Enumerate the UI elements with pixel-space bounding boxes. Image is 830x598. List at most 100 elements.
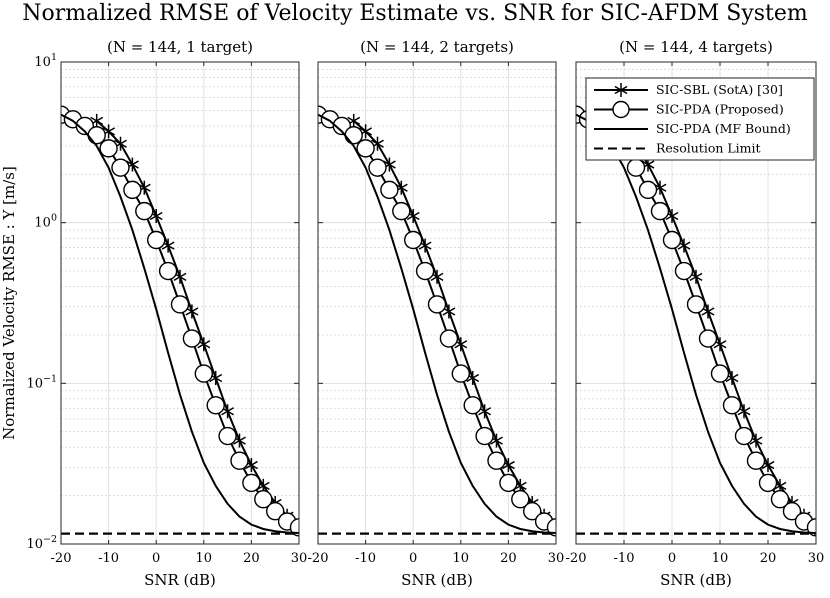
x-tick-label: -20 [566, 551, 587, 566]
series-line [318, 113, 556, 529]
data-point-circle [368, 158, 387, 177]
x-axis-label: SNR (dB) [144, 571, 216, 589]
chart-panel-2: -20 -10 0 10 20 30 (N = 144, 2 targets) SNR (dB… [308, 38, 565, 589]
data-point-circle [415, 261, 435, 281]
x-tick-label: 10 [712, 551, 729, 566]
data-point-circle [734, 426, 754, 446]
data-point-circle [698, 329, 718, 348]
data-point-circle [254, 490, 273, 509]
data-point-circle [123, 180, 142, 200]
data-point-circle [722, 396, 742, 415]
x-tick-label: 0 [152, 551, 160, 566]
x-tick-label: -10 [98, 551, 119, 566]
data-point-circle [475, 426, 494, 446]
data-point-circle [392, 201, 411, 221]
data-point-circle [230, 451, 249, 470]
data-point-circle [146, 230, 166, 250]
data-point-circle [427, 295, 447, 314]
x-axis-label: SNR (dB) [401, 571, 473, 589]
chart-panel-3: -20 -10 0 10 20 30 (N = 144, 4 targets) SNR (dB… [566, 38, 825, 589]
data-point-circle [266, 502, 285, 521]
x-tick-label: 20 [500, 551, 517, 566]
x-axis-label: SNR (dB) [660, 571, 732, 589]
data-point-circle [170, 295, 190, 314]
figure-title: Normalized RMSE of Velocity Estimate vs.… [22, 1, 808, 26]
x-tick-label: 20 [243, 551, 260, 566]
x-tick-label: 30 [808, 551, 825, 566]
data-point-circle [499, 473, 518, 493]
data-point-circle [87, 126, 106, 145]
data-point-circle [206, 396, 225, 415]
x-tick-label: 0 [668, 551, 676, 566]
series-line [576, 113, 816, 535]
legend-entry: SIC-SBL (SotA) [30] [594, 82, 783, 97]
data-point-circle [806, 518, 816, 537]
legend-entry: Resolution Limit [594, 141, 761, 156]
y-tick-label: 100 [34, 213, 57, 231]
panel-title: (N = 144, 4 targets) [619, 38, 773, 56]
data-point-circle [638, 180, 658, 200]
chart-panel-1: -20 -10 0 10 20 30 10−2 10−1 100 101 (N = 144, 1 t… [26, 38, 307, 589]
data-point-circle [356, 139, 375, 158]
axes-frame [575, 61, 817, 545]
data-point-circle [111, 158, 130, 177]
data-point-circle [380, 180, 399, 200]
data-point-circle [99, 139, 118, 158]
x-tick-label: -10 [355, 551, 376, 566]
plot-area [576, 105, 816, 537]
data-point-circle [662, 230, 682, 250]
legend-label: SIC-PDA (MF Bound) [656, 121, 791, 136]
data-point-circle [546, 518, 556, 537]
series-3 [61, 113, 299, 535]
data-point-circle [344, 126, 363, 145]
data-point-circle [451, 364, 470, 383]
legend-marker-asterisk [614, 83, 628, 97]
panel-title: (N = 144, 1 target) [107, 38, 253, 56]
data-point-circle [158, 261, 178, 281]
data-point-circle [746, 451, 766, 470]
series-line [61, 113, 299, 529]
data-point-asterisk [701, 304, 715, 319]
data-point-circle [463, 396, 482, 415]
y-tick-label: 10−1 [26, 373, 57, 391]
series-3 [318, 113, 556, 535]
data-point-circle [710, 364, 730, 383]
data-point-circle [218, 426, 237, 446]
legend-entry: SIC-PDA (MF Bound) [594, 121, 791, 136]
data-point-circle [523, 502, 542, 521]
series-2 [318, 105, 556, 537]
x-tick-label: 10 [453, 551, 470, 566]
x-tick-label: 30 [291, 551, 308, 566]
series-2 [576, 105, 816, 537]
data-point-circle [289, 518, 299, 537]
legend-marker-circle [612, 100, 630, 119]
series-2 [61, 105, 299, 537]
data-point-circle [686, 295, 706, 314]
series-line [576, 113, 816, 529]
legend-label: SIC-SBL (SotA) [30] [656, 82, 783, 97]
legend-entry: SIC-PDA (Proposed) [594, 100, 784, 119]
data-point-circle [404, 230, 423, 250]
data-point-circle [511, 490, 530, 509]
data-point-circle [135, 201, 154, 221]
data-point-circle [626, 158, 646, 177]
data-point-circle [487, 451, 506, 470]
data-point-circle [439, 329, 459, 348]
x-tick-label: 20 [760, 551, 777, 566]
legend-box [585, 77, 815, 161]
x-tick-label: -20 [51, 551, 72, 566]
x-tick-label: 30 [548, 551, 565, 566]
panel-title: (N = 144, 2 targets) [360, 38, 514, 56]
y-axis-label: Normalized Velocity RMSE : Υ [m/s] [0, 166, 18, 440]
series-3 [576, 113, 816, 535]
y-tick-label: 101 [34, 52, 57, 70]
x-tick-label: -20 [308, 551, 329, 566]
legend-label: Resolution Limit [656, 141, 761, 156]
series-line [318, 113, 556, 535]
x-tick-label: -10 [614, 551, 635, 566]
data-point-circle [650, 201, 670, 221]
x-tick-label: 10 [196, 551, 213, 566]
data-point-circle [194, 364, 214, 383]
plot-area [61, 105, 299, 537]
